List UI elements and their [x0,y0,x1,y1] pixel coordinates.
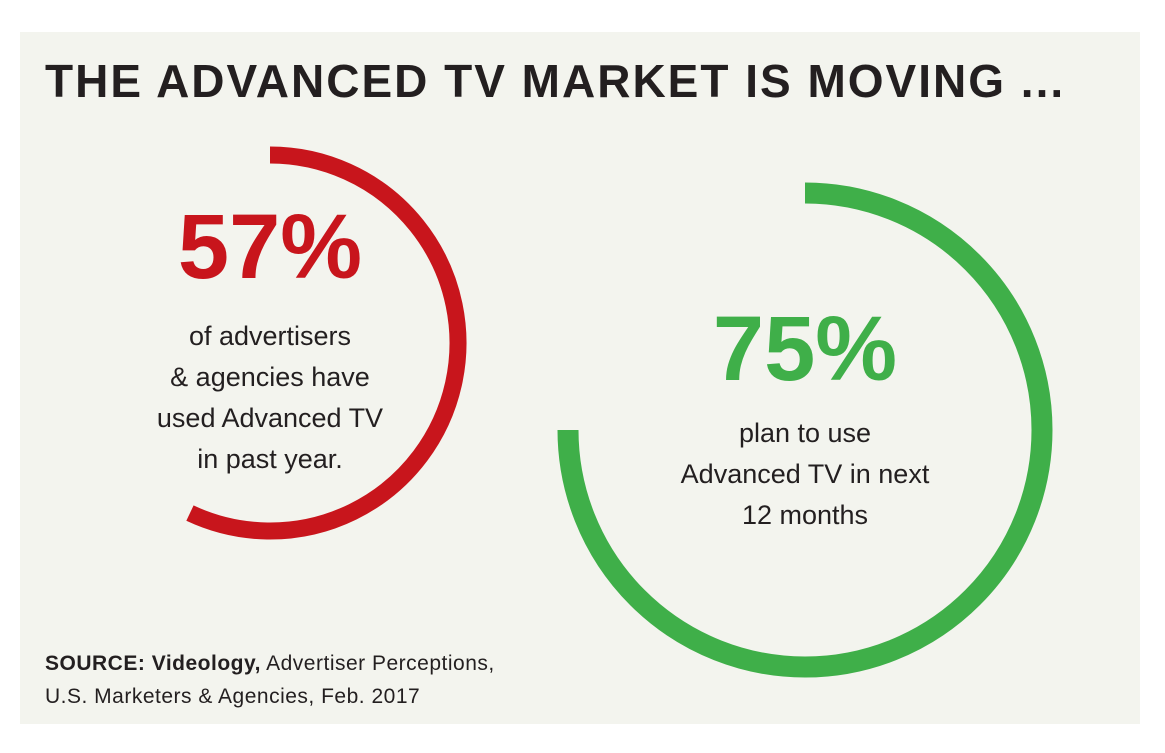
source-publisher: Videology, [152,652,261,675]
caption-line: of advertisers [189,321,351,351]
caption-line: Advanced TV in next [681,459,930,489]
title: THE ADVANCED TV MARKET IS MOVING ... [45,55,1065,107]
source-line: Advertiser Perceptions, [266,652,495,675]
caption-line: 12 months [742,500,868,530]
caption-line: & agencies have [170,362,370,392]
value-label: 57% [178,196,362,298]
ring-arc [186,146,467,540]
source-label: SOURCE: [45,652,145,675]
source: SOURCE: Videology, Advertiser Perception… [45,652,501,708]
value-label: 75% [713,298,897,400]
source-line: U.S. Marketers & Agencies, Feb. 2017 [45,685,420,708]
caption-line: in past year. [197,444,343,474]
caption-line: used Advanced TV [157,403,383,433]
ring-arc [557,182,1053,678]
caption-line: plan to use [739,418,871,448]
